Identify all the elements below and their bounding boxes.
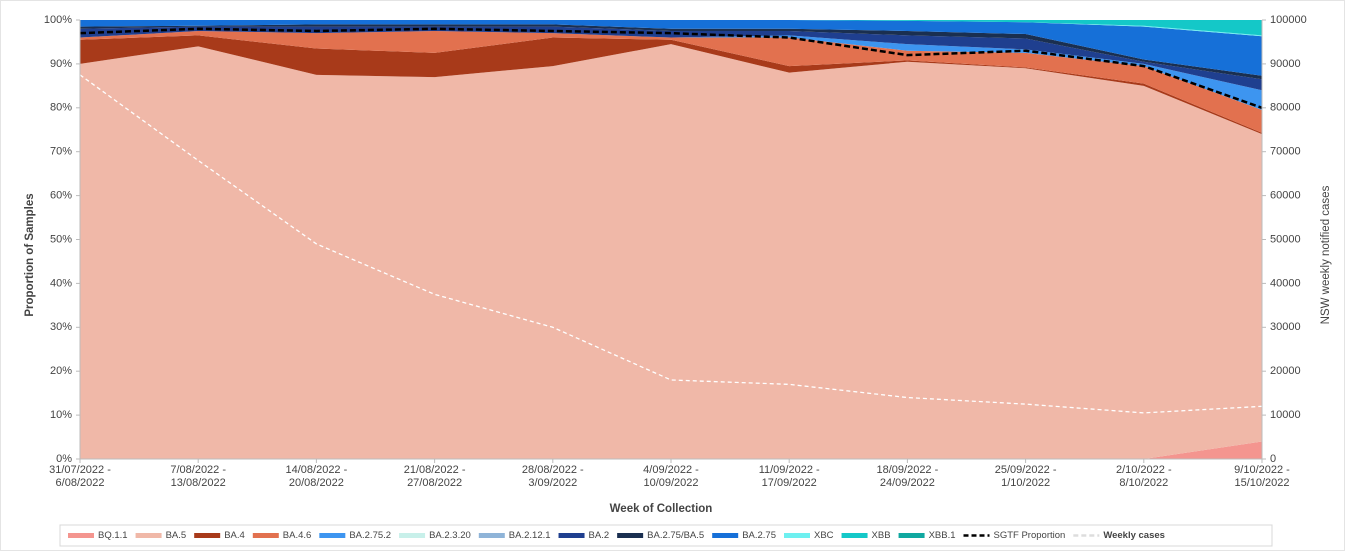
line (79, 74, 1263, 414)
x-tick-label: 14/08/2022 -20/08/2022 (286, 464, 348, 489)
legend-label: Weekly cases (1103, 530, 1165, 541)
x-tick-label: 31/07/2022 -6/08/2022 (49, 464, 111, 489)
y-tick-label: 90% (50, 58, 72, 70)
legend-label: BA.2.3.20 (429, 530, 471, 541)
plot-area (79, 20, 1263, 460)
x-tick-label: 18/09/2022 -24/09/2022 (877, 464, 939, 489)
legend-box (59, 524, 1273, 547)
area (80, 30, 1262, 133)
area (80, 44, 1262, 460)
x-tick-label: 2/10/2022 -8/10/2022 (1116, 464, 1172, 489)
y-axis-title: Proportion of Samples (24, 193, 36, 316)
y-tick-label: 70% (50, 146, 72, 158)
legend-label: XBB.1 (929, 530, 956, 541)
legend: BQ.1.1 BA.5 BA.4 BA.4.6 BA.2.75.2 BA.2.3.20 BA… (68, 530, 1165, 541)
y-tick-label: 50% (50, 233, 72, 245)
y2-tick-label: 0 (1270, 453, 1276, 465)
y2-tick-label: 40000 (1270, 277, 1301, 289)
y-tick-label: 10% (50, 409, 72, 421)
legend-label: BA.4 (224, 530, 245, 541)
y2-tick-label: 10000 (1270, 409, 1301, 421)
line (79, 27, 1263, 109)
y2-tick-label: 50000 (1270, 233, 1301, 245)
y-tick-label: 30% (50, 321, 72, 333)
y2-tick-label: 20000 (1270, 365, 1301, 377)
y2-axis-title: NSW weekly notified cases (1320, 185, 1332, 324)
x-tick-label: 21/08/2022 -27/08/2022 (404, 464, 466, 489)
legend-label: SGTF Proportion (994, 530, 1066, 541)
legend-label: BQ.1.1 (98, 530, 128, 541)
y2-tick-label: 70000 (1270, 146, 1301, 158)
x-tick-label: 7/08/2022 -13/08/2022 (170, 464, 226, 489)
y2-tick-label: 100000 (1270, 14, 1307, 26)
x-tick-label: 11/09/2022 -17/09/2022 (759, 464, 820, 489)
x-axis-title: Week of Collection (610, 503, 713, 515)
legend-label: BA.2.75/BA.5 (647, 530, 704, 541)
y2-tick-label: 90000 (1270, 58, 1301, 70)
area (80, 20, 1262, 76)
legend-label: XBB (872, 530, 891, 541)
y-tick-label: 60% (50, 190, 72, 202)
legend-label: BA.5 (166, 530, 187, 541)
area (80, 26, 1262, 91)
area (80, 30, 1262, 110)
legend-label: BA.2.12.1 (509, 530, 551, 541)
legend-label: BA.2.75.2 (349, 530, 391, 541)
legend-label: BA.2.75 (742, 530, 776, 541)
legend-label: BA.4.6 (283, 530, 312, 541)
y2-tick-label: 60000 (1270, 190, 1301, 202)
y-tick-label: 20% (50, 365, 72, 377)
x-tick-label: 9/10/2022 -15/10/2022 (1234, 464, 1290, 489)
y2-tick-label: 30000 (1270, 321, 1301, 333)
y-tick-label: 0% (56, 453, 72, 465)
area (80, 20, 1262, 36)
y-tick-label: 80% (50, 102, 72, 114)
x-tick-label: 25/09/2022 -1/10/2022 (995, 464, 1057, 489)
x-tick-label: 4/09/2022 -10/09/2022 (643, 464, 699, 489)
area (80, 35, 1262, 135)
y-tick-label: 100% (44, 14, 72, 26)
y2-tick-label: 80000 (1270, 102, 1301, 114)
x-tick-label: 28/08/2022 -3/09/2022 (522, 464, 584, 489)
legend-label: BA.2 (589, 530, 610, 541)
legend-label: XBC (814, 530, 834, 541)
y-tick-label: 40% (50, 277, 72, 289)
